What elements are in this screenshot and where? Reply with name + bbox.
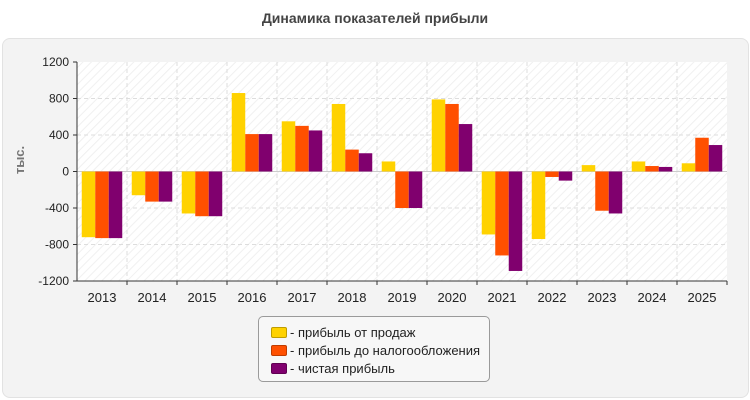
legend-item-pretax-profit: - прибыль до налогообложения	[271, 341, 489, 359]
legend: - прибыль от продаж - прибыль до налогоо…	[258, 316, 490, 382]
legend-item-sales-profit: - прибыль от продаж	[271, 323, 489, 341]
bar-pretax-profit	[245, 134, 259, 172]
bar-sales-profit	[331, 103, 346, 172]
bar-sales-profit	[181, 171, 196, 214]
x-tick-label: 2015	[188, 290, 217, 305]
chart-title: Динамика показателей прибыли	[261, 10, 489, 26]
x-tick-label: 2016	[238, 290, 267, 305]
bar-net-profit	[508, 171, 523, 271]
bar-pretax-profit	[545, 171, 559, 177]
bar-sales-profit	[431, 99, 446, 172]
x-tick-label: 2014	[138, 290, 167, 305]
y-tick-label: 0	[62, 165, 69, 179]
bar-net-profit	[258, 134, 273, 172]
y-tick-label: 800	[49, 92, 69, 106]
bar-sales-profit	[581, 165, 596, 172]
y-tick-label: -800	[45, 238, 69, 252]
x-tick-label: 2025	[688, 290, 717, 305]
x-tick-label: 2021	[488, 290, 517, 305]
y-axis-label: тыс.	[12, 146, 27, 174]
bar-net-profit	[208, 171, 223, 217]
legend-label: - прибыль до налогообложения	[290, 342, 481, 358]
bar-net-profit	[108, 171, 123, 239]
axes: -1200 -800 -400 0 400 800 1200 2013 2014 2015 2016…	[38, 55, 728, 305]
bar-pretax-profit	[495, 171, 509, 256]
legend-swatch	[271, 326, 287, 338]
bar-pretax-profit	[95, 171, 109, 239]
bar-pretax-profit	[195, 171, 209, 217]
bar-sales-profit	[281, 121, 296, 172]
legend-swatch	[271, 362, 287, 374]
bar-net-profit	[608, 171, 623, 214]
x-tick-label: 2022	[538, 290, 567, 305]
x-tick-label: 2020	[438, 290, 467, 305]
x-tick-label: 2023	[588, 290, 617, 305]
bar-pretax-profit	[395, 171, 409, 208]
bar-sales-profit	[81, 171, 96, 238]
bar-pretax-profit	[295, 125, 309, 172]
bar-net-profit	[158, 171, 173, 202]
bar-net-profit	[658, 166, 673, 172]
y-tick-label: 1200	[42, 55, 69, 69]
legend-swatch	[271, 344, 287, 356]
x-tick-label: 2019	[388, 290, 417, 305]
x-tick-label: 2017	[288, 290, 317, 305]
bar-sales-profit	[231, 93, 246, 172]
y-tick-label: 400	[49, 128, 69, 142]
bar-sales-profit	[631, 161, 646, 172]
bar-sales-profit	[531, 171, 546, 240]
bar-pretax-profit	[695, 137, 709, 172]
bar-pretax-profit	[595, 171, 609, 211]
bar-net-profit	[308, 130, 323, 172]
y-tick-label: -1200	[38, 274, 69, 288]
bar-sales-profit	[481, 171, 496, 235]
legend-label: - чистая прибыль	[290, 360, 395, 376]
legend-item-net-profit: - чистая прибыль	[271, 359, 489, 377]
x-tick-label: 2018	[338, 290, 367, 305]
bar-sales-profit	[381, 161, 396, 172]
bar-pretax-profit	[345, 149, 359, 172]
bar-net-profit	[708, 145, 723, 172]
bar-pretax-profit	[445, 103, 459, 172]
bar-net-profit	[358, 153, 373, 172]
bars	[81, 93, 723, 271]
x-tick-label: 2024	[638, 290, 667, 305]
bar-net-profit	[558, 171, 573, 181]
bar-net-profit	[458, 124, 473, 172]
bar-sales-profit	[681, 163, 696, 172]
bar-net-profit	[408, 171, 423, 208]
x-tick-label: 2013	[88, 290, 117, 305]
bar-pretax-profit	[145, 171, 159, 202]
bar-sales-profit	[131, 171, 146, 196]
legend-label: - прибыль от продаж	[290, 324, 416, 340]
bar-pretax-profit	[645, 166, 659, 172]
y-tick-label: -400	[45, 201, 69, 215]
